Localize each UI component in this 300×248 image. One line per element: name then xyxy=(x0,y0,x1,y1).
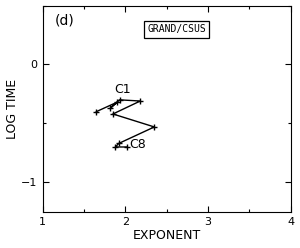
Text: GRAND/CSUS: GRAND/CSUS xyxy=(147,24,206,34)
Text: (d): (d) xyxy=(55,14,75,28)
Text: C8: C8 xyxy=(130,138,146,151)
Y-axis label: LOG TIME: LOG TIME xyxy=(6,79,19,139)
Text: C1: C1 xyxy=(115,83,131,96)
X-axis label: EXPONENT: EXPONENT xyxy=(133,229,201,243)
